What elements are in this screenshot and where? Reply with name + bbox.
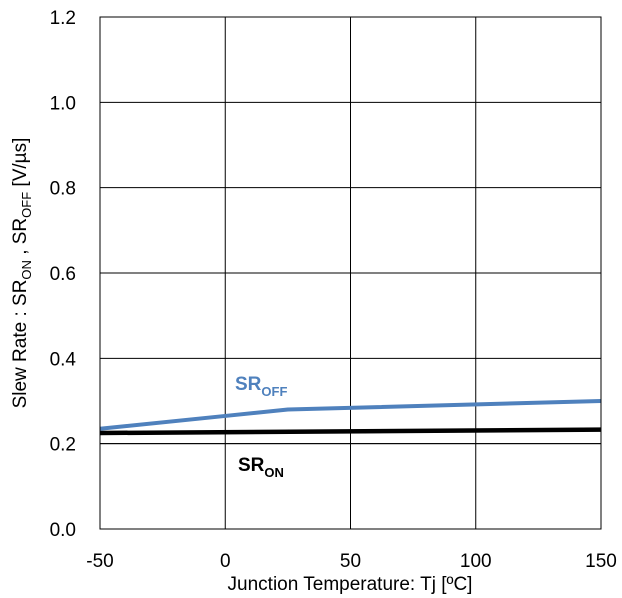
x-tick-label: 0	[220, 551, 231, 572]
y-axis-title-sub-on: ON	[19, 260, 34, 280]
gridlines	[99, 16, 602, 530]
series-label-sr-off-base: SR	[235, 374, 262, 395]
y-axis-title-part-1: Slew Rate : SR	[10, 280, 31, 409]
series-label-sr-off-sub: OFF	[261, 384, 287, 399]
x-axis-title: Junction Temperature: Tj [ºC]	[228, 574, 473, 595]
x-tick-labels: -50 0 50 100 150	[86, 551, 617, 572]
x-tick-label: 50	[340, 551, 361, 572]
x-tick-label: -50	[86, 551, 113, 572]
y-tick-label: 0.2	[50, 435, 76, 456]
y-tick-labels: 0.0 0.2 0.4 0.6 0.8 1.0 1.2	[50, 8, 77, 541]
x-tick-label: 150	[585, 551, 617, 572]
y-axis-title-part-3: [V/µs]	[10, 138, 31, 192]
y-tick-label: 1.0	[50, 93, 76, 114]
series-label-sr-on-base: SR	[238, 455, 265, 476]
y-axis-title-sub-off: OFF	[19, 192, 34, 218]
series-label-sr-on: SRON	[238, 455, 284, 480]
y-tick-label: 1.2	[50, 8, 76, 29]
y-axis-title: Slew Rate : SRON , SROFF [V/µs]	[10, 138, 34, 409]
series-label-sr-on-sub: ON	[264, 465, 284, 480]
y-tick-label: 0.8	[50, 179, 76, 200]
x-tick-label: 100	[460, 551, 492, 572]
series-line-sr-off	[99, 399, 602, 431]
plot-frame	[99, 16, 602, 530]
y-tick-label: 0.0	[50, 520, 76, 541]
y-tick-label: 0.4	[50, 349, 77, 370]
y-tick-label: 0.6	[50, 264, 76, 285]
y-axis-title-part-2: , SR	[10, 218, 31, 260]
series-line-sr-on	[99, 427, 602, 436]
series-label-sr-off: SROFF	[235, 374, 287, 399]
series-lines	[99, 399, 602, 436]
